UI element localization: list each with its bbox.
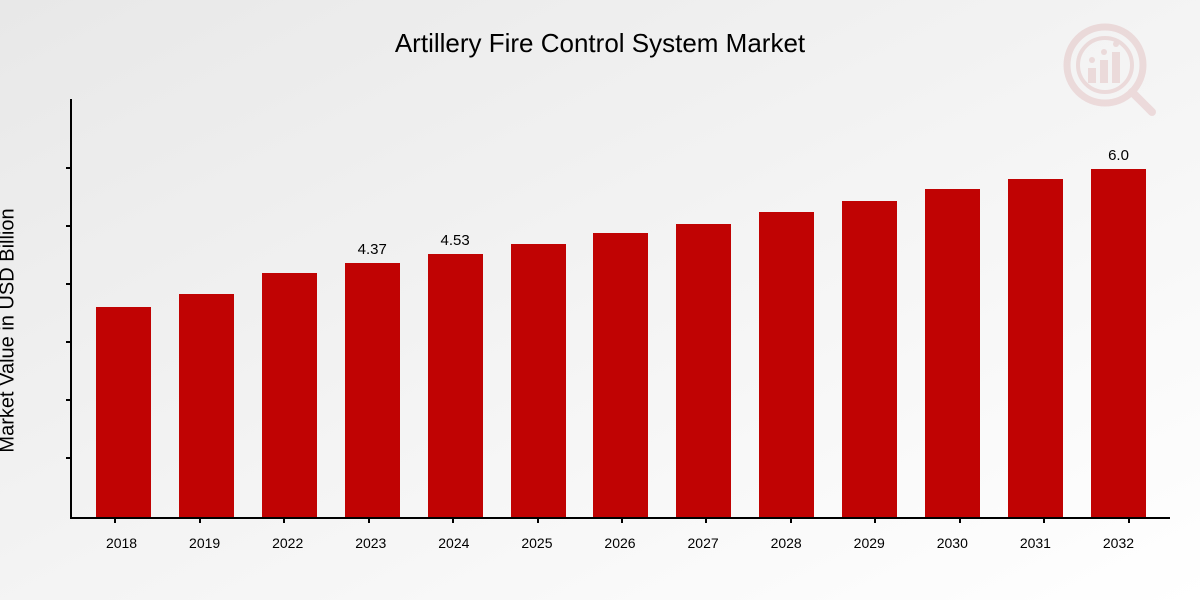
y-tick [66, 167, 72, 169]
x-tick [705, 517, 707, 523]
x-tick [621, 517, 623, 523]
x-tick [959, 517, 961, 523]
y-tick [66, 399, 72, 401]
bar-value-label: 4.37 [358, 241, 387, 259]
bar-group [497, 99, 580, 517]
bar [179, 294, 234, 518]
x-axis-label: 2019 [163, 535, 246, 551]
x-axis-label: 2026 [578, 535, 661, 551]
x-tick [874, 517, 876, 523]
bar-group [911, 99, 994, 517]
y-tick [66, 283, 72, 285]
bar [759, 212, 814, 517]
x-axis-labels: 2018201920222023202420252026202720282029… [70, 535, 1170, 551]
chart-title: Artillery Fire Control System Market [0, 0, 1200, 69]
bar-value-label: 6.0 [1108, 147, 1129, 165]
x-axis-label: 2029 [828, 535, 911, 551]
x-axis-label: 2018 [80, 535, 163, 551]
bar-group [82, 99, 165, 517]
bars-container: 4.37 4.53 6.0 [72, 99, 1170, 517]
y-tick [66, 341, 72, 343]
x-axis-label: 2023 [329, 535, 412, 551]
x-tick [452, 517, 454, 523]
bar [842, 201, 897, 517]
bar [262, 273, 317, 517]
x-axis-label: 2027 [662, 535, 745, 551]
x-tick [114, 517, 116, 523]
x-axis-label: 2028 [745, 535, 828, 551]
bar-group [662, 99, 745, 517]
x-tick [199, 517, 201, 523]
y-tick [66, 225, 72, 227]
x-axis-label: 2024 [412, 535, 495, 551]
x-tick [1043, 517, 1045, 523]
x-axis-label: 2030 [911, 535, 994, 551]
bar [345, 263, 400, 517]
x-tick [368, 517, 370, 523]
x-tick [790, 517, 792, 523]
x-axis-label: 2031 [994, 535, 1077, 551]
bar-group: 6.0 [1077, 99, 1160, 517]
bar [1008, 179, 1063, 517]
x-tick [1128, 517, 1130, 523]
plot-area: 4.37 4.53 6.0 [70, 99, 1170, 519]
bar-group [994, 99, 1077, 517]
bar-value-label: 4.53 [441, 232, 470, 250]
bar [1091, 169, 1146, 517]
bar [593, 233, 648, 517]
bar [925, 189, 980, 517]
bar [428, 254, 483, 517]
bar-group: 4.37 [331, 99, 414, 517]
x-axis-label: 2022 [246, 535, 329, 551]
chart-container: Market Value in USD Billion 4.374.536.0 … [0, 69, 1200, 569]
bar-group [248, 99, 331, 517]
bar [676, 224, 731, 517]
bar-group [828, 99, 911, 517]
y-tick [66, 457, 72, 459]
x-tick [537, 517, 539, 523]
bar [511, 244, 566, 517]
bar-group [745, 99, 828, 517]
x-axis-label: 2032 [1077, 535, 1160, 551]
x-axis-label: 2025 [495, 535, 578, 551]
y-axis-label: Market Value in USD Billion [0, 208, 20, 452]
bar [96, 307, 151, 517]
bar-group [580, 99, 663, 517]
bar-group: 4.53 [414, 99, 497, 517]
bar-group [165, 99, 248, 517]
x-tick [283, 517, 285, 523]
